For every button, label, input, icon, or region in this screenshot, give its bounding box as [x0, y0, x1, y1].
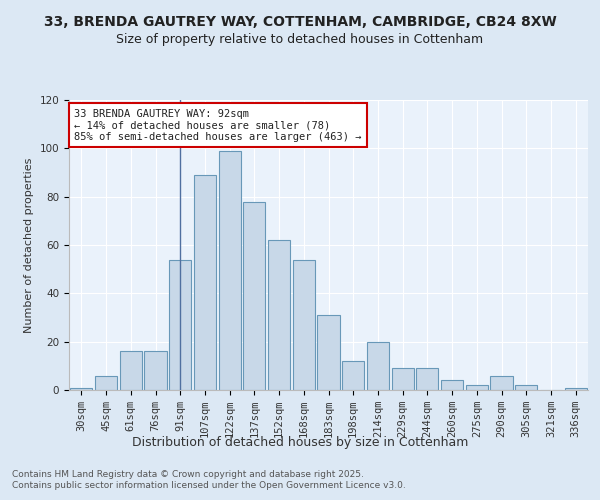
- Bar: [169, 260, 191, 390]
- Bar: [243, 202, 265, 390]
- Bar: [416, 368, 439, 390]
- Bar: [466, 385, 488, 390]
- Bar: [70, 388, 92, 390]
- Text: 33, BRENDA GAUTREY WAY, COTTENHAM, CAMBRIDGE, CB24 8XW: 33, BRENDA GAUTREY WAY, COTTENHAM, CAMBR…: [44, 16, 556, 30]
- Bar: [194, 175, 216, 390]
- Bar: [218, 151, 241, 390]
- Bar: [119, 352, 142, 390]
- Bar: [392, 368, 414, 390]
- Bar: [95, 376, 117, 390]
- Bar: [268, 240, 290, 390]
- Bar: [293, 260, 315, 390]
- Bar: [515, 385, 538, 390]
- Text: Distribution of detached houses by size in Cottenham: Distribution of detached houses by size …: [132, 436, 468, 449]
- Bar: [342, 361, 364, 390]
- Bar: [490, 376, 512, 390]
- Bar: [367, 342, 389, 390]
- Bar: [317, 315, 340, 390]
- Text: 33 BRENDA GAUTREY WAY: 92sqm
← 14% of detached houses are smaller (78)
85% of se: 33 BRENDA GAUTREY WAY: 92sqm ← 14% of de…: [74, 108, 362, 142]
- Bar: [145, 352, 167, 390]
- Text: Size of property relative to detached houses in Cottenham: Size of property relative to detached ho…: [116, 34, 484, 46]
- Y-axis label: Number of detached properties: Number of detached properties: [24, 158, 34, 332]
- Text: Contains HM Land Registry data © Crown copyright and database right 2025.
Contai: Contains HM Land Registry data © Crown c…: [12, 470, 406, 490]
- Bar: [565, 388, 587, 390]
- Bar: [441, 380, 463, 390]
